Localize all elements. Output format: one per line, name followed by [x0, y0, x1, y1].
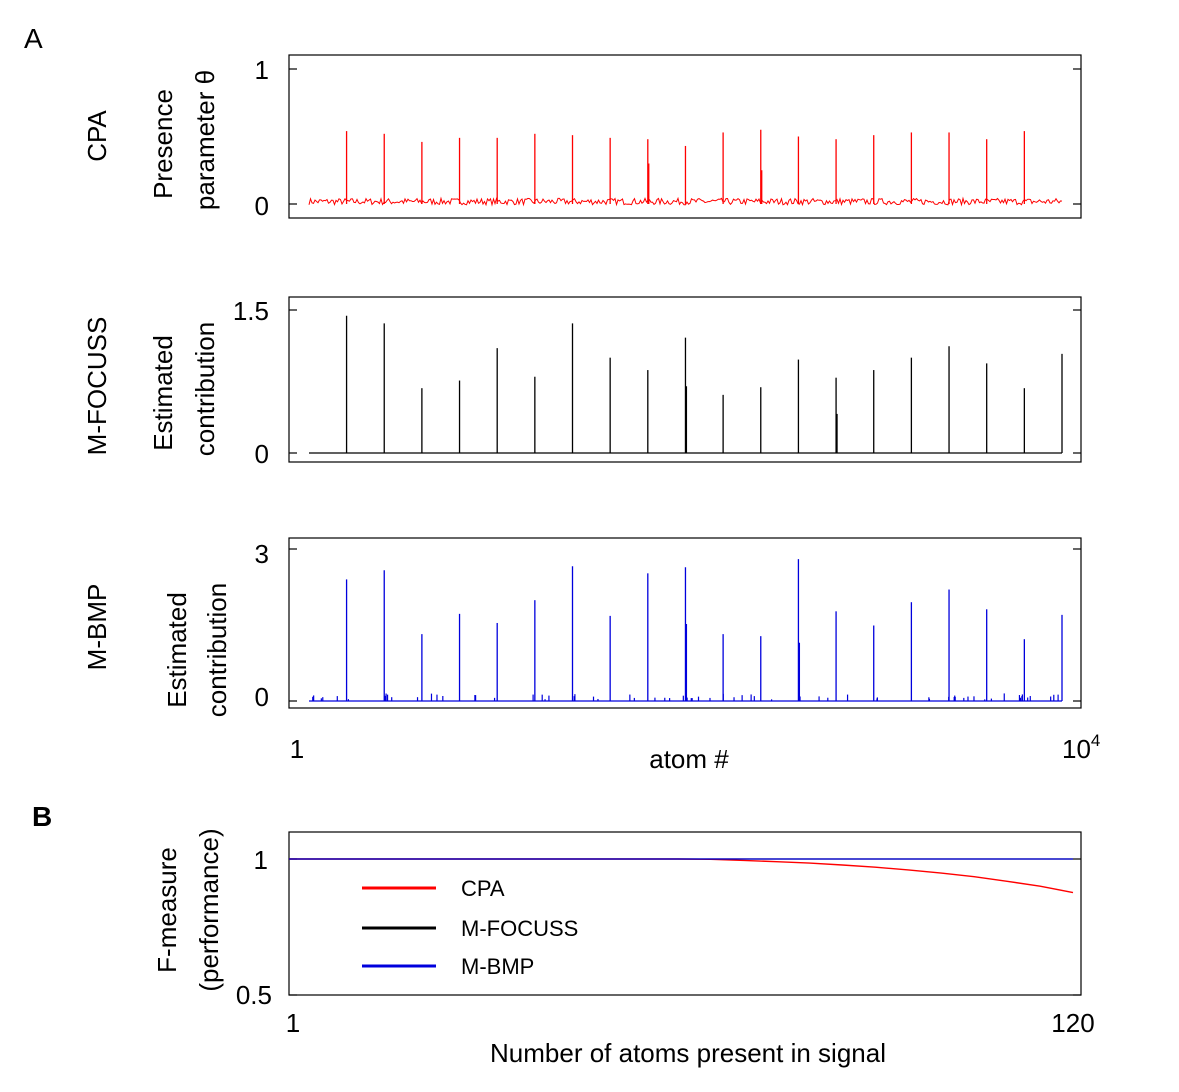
cpa-ytick-top: 1: [255, 55, 269, 85]
cpa-ylabel-line1: Presence: [148, 89, 178, 199]
fmeasure-xlabel: Number of atoms present in signal: [490, 1038, 886, 1068]
cpa-ylabel-line2: parameter θ: [190, 70, 220, 210]
mbmp-xlabel: atom #: [649, 744, 729, 774]
mfocuss-row-label: M-FOCUSS: [82, 317, 112, 456]
fmeasure-xtick-left: 1: [286, 1008, 300, 1038]
mfocuss-ytick-top: 1.5: [233, 296, 269, 326]
fmeasure-ylabel-line2: (performance): [194, 828, 224, 991]
mbmp-marks: [289, 548, 1081, 702]
mbmp-chart: M-BMP Estimated contribution 3 0 1 104 a…: [82, 537, 1100, 774]
fmeasure-chart: F-measure (performance) 1 0.5 1 120 Numb…: [152, 828, 1095, 1068]
mbmp-frame: [288, 537, 1082, 709]
mbmp-xtick-left: 1: [290, 734, 304, 764]
legend-label-cpa: CPA: [461, 876, 505, 901]
mbmp-ytick-bottom: 0: [255, 682, 269, 712]
cpa-frame: [288, 54, 1082, 219]
cpa-marks: [289, 68, 1081, 207]
mfocuss-ylabel-line1: Estimated: [148, 335, 178, 451]
mbmp-row-label: M-BMP: [82, 584, 112, 671]
cpa-ytick-bottom: 0: [255, 191, 269, 221]
fmeasure-legend: CPA M-FOCUSS M-BMP: [362, 876, 578, 979]
mfocuss-ytick-bottom: 0: [255, 439, 269, 469]
mbmp-xtick-right: 104: [1062, 731, 1100, 764]
cpa-baseline: [308, 196, 1063, 207]
mfocuss-ylabel-line2: contribution: [190, 322, 220, 456]
panel-b-label: B: [32, 801, 52, 832]
fmeasure-ytick-bottom: 0.5: [236, 980, 272, 1010]
mfocuss-frame: [288, 296, 1082, 463]
mbmp-ylabel-line2: contribution: [202, 583, 232, 717]
cpa-chart: CPA Presence parameter θ 1 0: [82, 54, 1082, 221]
mbmp-xtick-right-exponent: 4: [1091, 731, 1100, 750]
fmeasure-ytick-top: 1: [254, 845, 268, 875]
fmeasure-ylabel-line1: F-measure: [152, 847, 182, 973]
fmeasure-marks: [289, 858, 1081, 996]
panel-a-label: A: [24, 23, 43, 54]
mbmp-ylabel-line1: Estimated: [162, 592, 192, 708]
mfocuss-chart: M-FOCUSS Estimated contribution 1.5 0: [82, 296, 1082, 469]
mbmp-ytick-top: 3: [255, 539, 269, 569]
legend-label-m-bmp: M-BMP: [461, 954, 534, 979]
cpa-row-label: CPA: [82, 110, 112, 162]
legend-label-m-focuss: M-FOCUSS: [461, 916, 578, 941]
fmeasure-frame: [288, 831, 1082, 996]
mfocuss-marks: [289, 309, 1081, 454]
mbmp-xtick-right-base: 10: [1062, 734, 1091, 764]
fmeasure-xtick-right: 120: [1051, 1008, 1094, 1038]
